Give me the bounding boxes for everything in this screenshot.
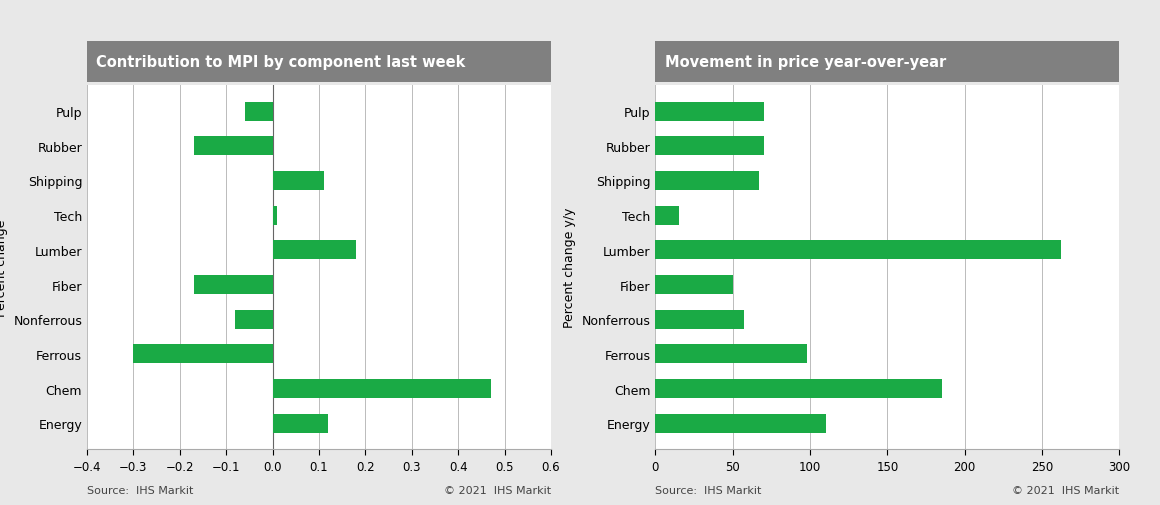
Bar (235, 310, 273, 329)
Bar (273, 206, 277, 225)
Text: © 2021  IHS Markit: © 2021 IHS Markit (444, 485, 551, 495)
Text: Source:  IHS Markit: Source: IHS Markit (655, 485, 762, 495)
Text: Source:  IHS Markit: Source: IHS Markit (87, 485, 194, 495)
Bar (273, 379, 491, 398)
Text: © 2021  IHS Markit: © 2021 IHS Markit (1013, 485, 1119, 495)
Bar (194, 137, 273, 156)
Bar (655, 379, 942, 398)
Bar (133, 344, 273, 364)
Bar (655, 241, 1060, 260)
Text: Contribution to MPI by component last week: Contribution to MPI by component last we… (96, 55, 465, 70)
Bar (655, 206, 679, 225)
Bar (273, 241, 356, 260)
Y-axis label: Percent change y/y: Percent change y/y (563, 208, 577, 328)
Bar (273, 172, 324, 191)
Bar (655, 310, 744, 329)
Bar (194, 275, 273, 294)
Bar (245, 103, 273, 121)
Bar (655, 172, 759, 191)
Y-axis label: Percent change: Percent change (0, 219, 8, 316)
Bar (655, 344, 807, 364)
Bar (655, 275, 733, 294)
Bar (273, 414, 328, 433)
Bar (655, 414, 826, 433)
Text: Movement in price year-over-year: Movement in price year-over-year (665, 55, 945, 70)
Bar (655, 103, 763, 121)
Bar (655, 137, 763, 156)
